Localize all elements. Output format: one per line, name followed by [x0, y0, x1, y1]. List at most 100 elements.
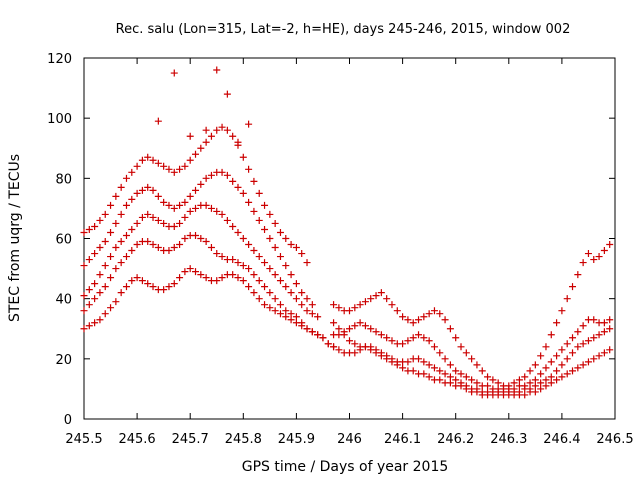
data-point — [170, 244, 178, 252]
data-point — [261, 301, 269, 309]
data-point — [181, 268, 189, 276]
data-point — [335, 346, 343, 354]
data-point — [117, 238, 125, 246]
data-point — [218, 274, 226, 282]
data-point — [521, 373, 529, 381]
data-point — [91, 280, 99, 288]
data-point — [595, 331, 603, 339]
y-tick-label: 120 — [47, 52, 72, 67]
x-tick-label: 246.3 — [490, 432, 527, 447]
data-point — [229, 132, 237, 140]
data-point — [207, 171, 215, 179]
data-point — [165, 283, 173, 291]
data-point — [218, 168, 226, 176]
data-point — [292, 313, 300, 321]
data-point — [462, 385, 470, 393]
data-point — [133, 189, 141, 197]
data-point — [122, 201, 130, 209]
data-point — [250, 289, 258, 297]
data-point — [170, 69, 178, 77]
data-point — [542, 364, 550, 372]
data-point — [128, 247, 136, 255]
data-point — [96, 289, 104, 297]
data-point — [144, 153, 152, 161]
data-point — [356, 319, 364, 327]
data-point — [122, 174, 130, 182]
data-point — [91, 222, 99, 230]
data-point — [436, 376, 444, 384]
data-point — [229, 222, 237, 230]
data-point — [266, 304, 274, 312]
data-point — [367, 295, 375, 303]
chart-title: Rec. salu (Lon=315, Lat=-2, h=HE), days … — [116, 22, 571, 37]
data-point — [303, 295, 311, 303]
data-point — [181, 198, 189, 206]
data-point — [462, 373, 470, 381]
data-point — [213, 126, 221, 134]
data-point — [298, 250, 306, 258]
data-point — [600, 349, 608, 357]
data-point — [436, 349, 444, 357]
data-point — [308, 301, 316, 309]
data-point — [314, 313, 322, 321]
data-point — [606, 346, 614, 354]
data-point — [420, 334, 428, 342]
data-point — [229, 256, 237, 264]
data-point — [271, 271, 279, 279]
data-point — [107, 274, 115, 282]
data-point — [542, 376, 550, 384]
data-point — [165, 247, 173, 255]
data-point — [266, 235, 274, 242]
data-point — [128, 168, 136, 176]
data-point — [133, 219, 141, 227]
data-point — [176, 201, 184, 209]
y-tick-label: 100 — [47, 112, 72, 127]
data-point — [558, 346, 566, 354]
data-point — [553, 319, 561, 327]
data-point — [91, 250, 99, 258]
data-point — [202, 274, 210, 282]
data-point — [271, 295, 279, 303]
data-point — [91, 319, 99, 327]
data-point — [606, 316, 614, 324]
data-point — [351, 304, 359, 312]
data-point — [558, 307, 566, 315]
x-tick-label: 245.7 — [172, 432, 209, 447]
data-point — [446, 361, 454, 369]
data-point — [80, 325, 88, 333]
data-point — [340, 331, 348, 339]
data-point — [239, 153, 247, 161]
y-axis-label: STEC from uqrg / TECUs — [7, 154, 23, 322]
data-point — [489, 376, 497, 384]
data-point — [149, 213, 157, 221]
data-point — [239, 262, 247, 270]
data-point — [85, 256, 93, 264]
data-point — [197, 271, 205, 279]
data-point — [107, 253, 115, 261]
data-point — [372, 349, 380, 357]
data-point — [276, 253, 284, 261]
data-point — [213, 277, 221, 285]
data-point — [181, 162, 189, 170]
data-point — [526, 367, 534, 375]
data-point — [563, 340, 571, 348]
data-point — [579, 259, 587, 267]
data-point — [117, 259, 125, 267]
data-point — [292, 280, 300, 288]
data-point — [377, 331, 385, 339]
data-point — [579, 340, 587, 348]
data-point — [595, 253, 603, 261]
data-point — [574, 343, 582, 351]
data-point — [303, 307, 311, 315]
data-point — [112, 219, 120, 227]
data-point — [165, 201, 173, 209]
data-point — [298, 322, 306, 330]
data-point — [404, 337, 412, 345]
data-point — [584, 358, 592, 366]
data-point — [117, 183, 125, 191]
data-point — [537, 370, 545, 378]
data-point — [330, 319, 338, 327]
data-point — [255, 189, 263, 197]
data-point — [436, 367, 444, 375]
data-point — [138, 277, 146, 285]
